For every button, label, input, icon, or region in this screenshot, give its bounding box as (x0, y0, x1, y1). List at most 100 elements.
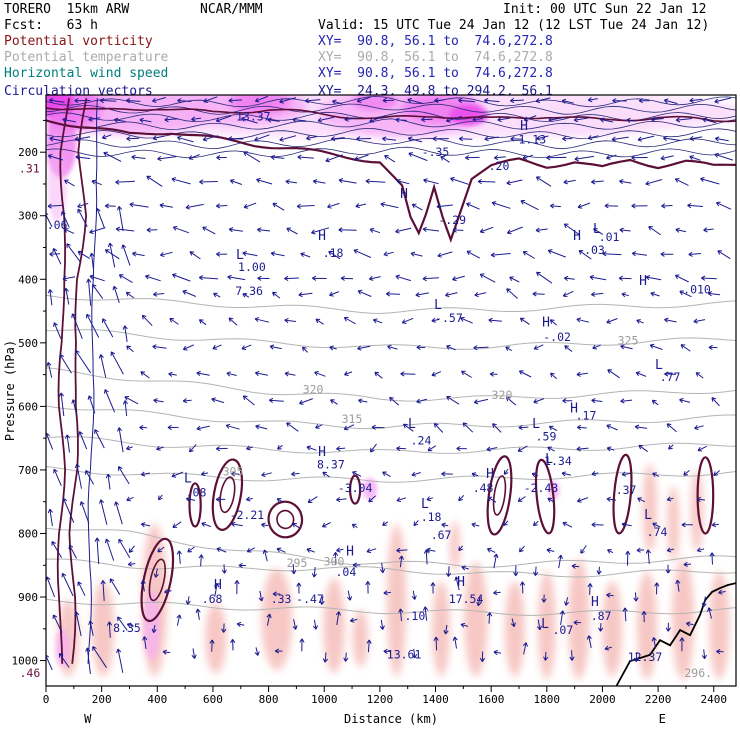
circulation-vector (140, 371, 150, 379)
contour-value-label: .74 (647, 525, 668, 539)
wind-speed-shading-blob (516, 102, 661, 136)
circulation-vector (47, 289, 53, 306)
circulation-vector (466, 250, 481, 259)
contour-value-label: 8.35 (113, 621, 141, 635)
low-marker: L (593, 222, 601, 237)
circulation-vector (188, 154, 200, 160)
circulation-vector (569, 650, 575, 661)
circulation-vector (651, 116, 664, 123)
high-marker: H (639, 274, 647, 289)
circulation-vector (152, 97, 166, 103)
circulation-vector (61, 572, 74, 597)
contour-value-label: 320 (303, 383, 324, 397)
circulation-vector (717, 250, 731, 260)
contour-value-label: 13.37 (236, 109, 271, 123)
isentrope-contour (46, 527, 736, 568)
circulation-vector (330, 399, 338, 405)
circulation-vector (254, 370, 268, 377)
circulation-vector (230, 639, 236, 651)
circulation-vector (153, 291, 165, 297)
contour-value-label: 320 (492, 388, 513, 402)
contour-value-label: 1.00 (238, 260, 266, 274)
circulation-vector (541, 594, 547, 603)
circulation-vector (413, 520, 419, 527)
circulation-vector (104, 203, 116, 209)
contour-value-label: 12.37 (628, 650, 663, 664)
circulation-vector (257, 275, 270, 281)
circulation-vector (102, 318, 114, 338)
circulation-vector (599, 117, 614, 123)
circulation-vector (458, 136, 473, 142)
circulation-vector (198, 275, 219, 281)
cloud-shading-blob (642, 463, 657, 553)
cloud-shading-blob (205, 603, 227, 674)
circulation-vector (215, 446, 228, 452)
circulation-vector (407, 97, 424, 105)
circulation-vector (338, 178, 357, 184)
circulation-vector (311, 227, 330, 235)
circulation-vector (621, 471, 632, 477)
high-marker: H (457, 575, 465, 590)
circulation-vector (631, 203, 648, 209)
low-marker: L (421, 497, 429, 512)
circulation-vector (228, 97, 243, 104)
circulation-vector (157, 156, 177, 162)
circulation-vector (296, 203, 315, 209)
circulation-vector (125, 98, 141, 104)
circulation-vector (383, 251, 394, 257)
circulation-vector (49, 251, 61, 257)
circulation-vector (53, 468, 62, 486)
circulation-vector (185, 596, 191, 605)
circulation-vector (586, 635, 592, 648)
circulation-vector (365, 178, 386, 184)
circulation-vector (146, 175, 163, 187)
circulation-vector (683, 561, 692, 567)
circulation-vector (395, 274, 412, 282)
circulation-vector (492, 423, 502, 433)
circulation-vector (279, 135, 297, 142)
circulation-vector (49, 136, 64, 142)
circulation-vector (74, 136, 91, 142)
circulation-vector (99, 97, 117, 104)
circulation-vector (276, 547, 286, 553)
contour-value-label: .46 (20, 666, 41, 680)
circulation-vector (711, 397, 720, 407)
x-tick-label: 1600 (478, 693, 505, 706)
circulation-vector (112, 285, 120, 303)
circulation-vector (638, 444, 648, 453)
wind-speed-contour (46, 146, 736, 159)
circulation-vector (573, 619, 582, 626)
circulation-vector (606, 318, 618, 324)
circulation-vector (214, 582, 220, 597)
contour-value-label: .67 (431, 528, 452, 542)
circulation-vector (490, 252, 511, 258)
circulation-vector (626, 117, 636, 123)
circulation-vector (562, 136, 573, 142)
circulation-vector (714, 152, 734, 161)
circulation-vector (679, 637, 685, 652)
circulation-vector (171, 471, 184, 478)
circulation-vector (234, 580, 240, 595)
contour-value-label: -.29 (438, 213, 466, 227)
circulation-vector (461, 370, 472, 378)
circulation-vector (312, 179, 326, 185)
x-tick-label: 2400 (700, 693, 727, 706)
circulation-vector (246, 547, 255, 553)
circulation-vector (638, 98, 650, 104)
contour-value-label: .20 (489, 159, 510, 173)
circulation-vector (665, 564, 671, 574)
circulation-vector (631, 155, 648, 161)
circulation-vector (411, 648, 418, 659)
circulation-vector (696, 496, 705, 502)
wind-speed-contour (46, 103, 736, 115)
circulation-vector (505, 346, 513, 352)
circulation-vector (426, 547, 436, 553)
circulation-vector (384, 155, 396, 163)
circulation-vector (577, 424, 587, 431)
circulation-vector (379, 619, 385, 630)
circulation-vector (77, 202, 89, 209)
circulation-vector (343, 316, 356, 325)
circulation-vector (707, 291, 721, 297)
circulation-vector (645, 549, 651, 564)
circulation-vector (400, 371, 416, 377)
